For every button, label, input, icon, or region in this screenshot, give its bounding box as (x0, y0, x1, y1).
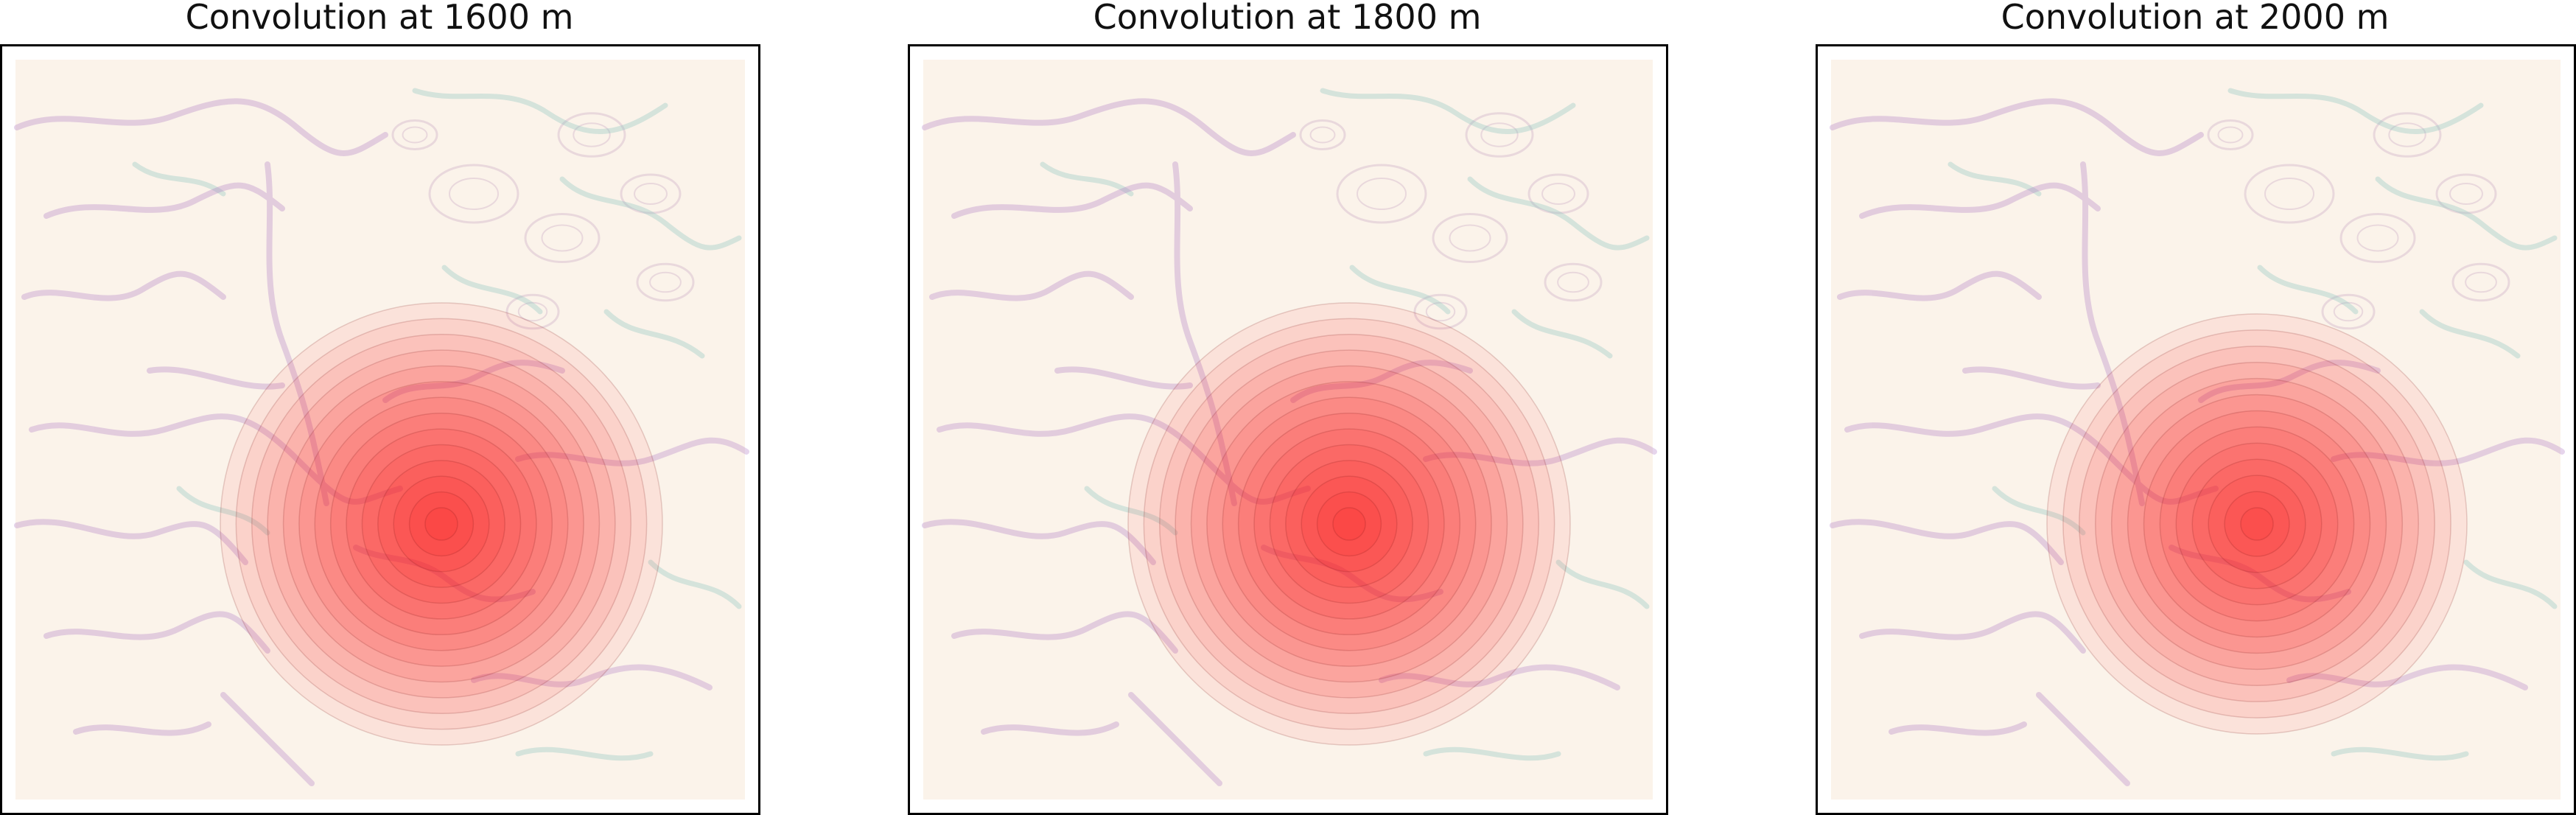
panel-title: Convolution at 2000 m (2001, 0, 2390, 37)
kernel-ring (2062, 329, 2451, 718)
kernel-ring (2208, 475, 2306, 573)
terrain-rivers (14, 98, 749, 786)
terrain-valleys (1040, 88, 1650, 761)
kernel-ring (1253, 428, 1445, 620)
kernel-ring (220, 302, 663, 746)
kernel-ring (1190, 365, 1508, 683)
kernel-ring (2240, 507, 2274, 541)
kernel-ring (1175, 349, 1524, 699)
panel-1600: Convolution at 1600 m (0, 0, 760, 815)
kernel-ring (2079, 346, 2435, 702)
convolution-map (14, 60, 749, 800)
map-background (15, 60, 745, 800)
kernel-ring (361, 444, 522, 604)
panel-1800: Convolution at 1800 m (908, 0, 1668, 815)
terrain-hills (1299, 112, 1603, 330)
kernel-ring (377, 460, 505, 588)
terrain-rivers (922, 98, 1657, 786)
terrain-valleys (132, 88, 742, 761)
kernel-ring (346, 428, 537, 620)
kernel-ring (1237, 412, 1461, 636)
convolution-kernel (1127, 302, 1571, 746)
panel-title: Convolution at 1600 m (185, 0, 574, 37)
kernel-ring (424, 507, 458, 541)
map-frame (908, 44, 1668, 815)
kernel-ring (1222, 396, 1477, 651)
kernel-ring (1316, 491, 1382, 557)
kernel-ring (2095, 362, 2419, 686)
kernel-ring (2127, 393, 2387, 654)
kernel-ring (2191, 458, 2323, 590)
kernel-ring (1159, 334, 1539, 714)
kernel-ring (2224, 491, 2290, 557)
kernel-ring (1143, 318, 1555, 730)
kernel-ring (1206, 381, 1492, 667)
convolution-kernel (2046, 313, 2468, 735)
kernel-ring (393, 475, 490, 573)
kernel-ring (1127, 302, 1571, 746)
kernel-ring (298, 381, 584, 667)
map-background (1831, 60, 2561, 800)
convolution-map (1830, 60, 2565, 800)
kernel-ring (1301, 475, 1398, 573)
kernel-ring (2159, 426, 2355, 622)
kernel-ring (282, 365, 601, 683)
kernel-ring (267, 349, 616, 699)
map-frame (1816, 44, 2576, 815)
terrain-valleys (1947, 88, 2558, 761)
kernel-ring (2046, 313, 2468, 735)
kernel-ring (2175, 442, 2339, 606)
convolution-kernel (220, 302, 663, 746)
map-background (923, 60, 1653, 800)
kernel-ring (314, 396, 569, 651)
convolution-map (922, 60, 1657, 800)
kernel-ring (1269, 444, 1429, 604)
kernel-ring (1332, 507, 1366, 541)
kernel-ring (251, 334, 631, 714)
kernel-ring (2143, 410, 2371, 638)
terrain-rivers (1830, 98, 2565, 786)
kernel-ring (235, 318, 648, 730)
kernel-ring (2110, 377, 2404, 671)
panel-2000: Convolution at 2000 m (1816, 0, 2576, 815)
kernel-ring (1285, 460, 1413, 588)
terrain-hills (2207, 112, 2510, 330)
kernel-ring (329, 412, 553, 636)
terrain-hills (391, 112, 695, 330)
map-frame (0, 44, 760, 815)
panel-title: Convolution at 1800 m (1093, 0, 1482, 37)
kernel-ring (408, 491, 475, 557)
